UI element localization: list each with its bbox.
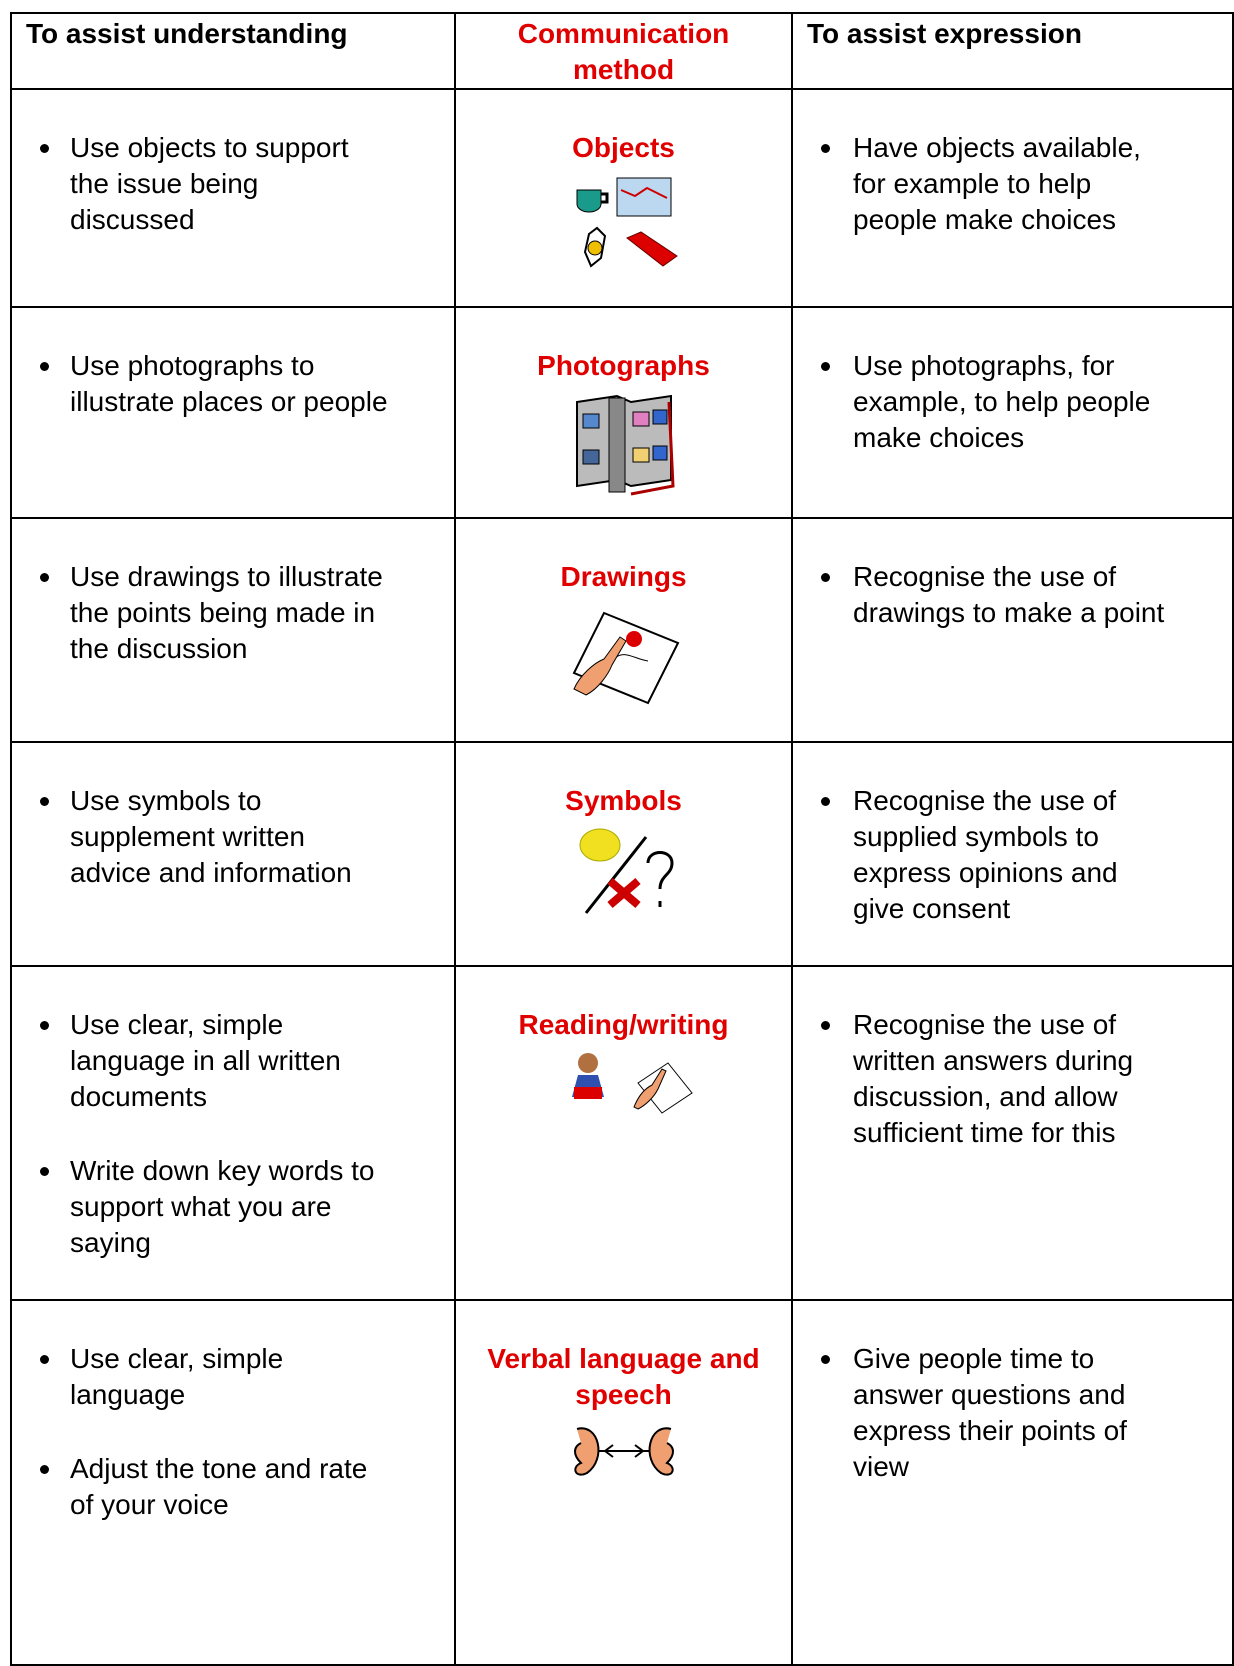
icon-graphic	[579, 828, 674, 914]
method-icon	[456, 823, 791, 923]
icon-graphic	[571, 1053, 693, 1114]
expression-cell: Use photographs, for example, to help pe…	[791, 306, 1234, 519]
bullet-item: Recognise the use of drawings to make a …	[793, 559, 1173, 631]
bullet-item: Recognise the use of written answers dur…	[793, 1007, 1173, 1151]
method-icon	[456, 170, 791, 280]
table-row: Use clear, simple language Adjust the ton…	[10, 1299, 1234, 1666]
method-name: Symbols	[565, 785, 682, 816]
expression-cell: Give people time to answer questions and…	[791, 1299, 1234, 1666]
expression-cell: Recognise the use of supplied symbols to…	[791, 741, 1234, 967]
icon-graphic	[576, 177, 678, 268]
understanding-cell: Use drawings to illustrate the points be…	[10, 517, 456, 743]
bullet-item: Use objects to support the issue being d…	[12, 130, 390, 238]
method-cell: Objects	[454, 88, 793, 308]
method-name: Verbal language and speech	[487, 1343, 760, 1410]
communication-table: To assist understanding Communication me…	[10, 12, 1234, 1666]
table-row: Use drawings to illustrate the points be…	[10, 517, 1234, 743]
method-icon	[456, 1047, 791, 1117]
understanding-cell: Use objects to support the issue being d…	[10, 88, 456, 308]
header-cell: Communication method	[454, 12, 793, 90]
method-cell: Verbal language and speech	[454, 1299, 793, 1666]
method-icon	[456, 1417, 791, 1487]
bullet-item: Use symbols to supplement written advice…	[12, 783, 390, 891]
expression-cell: Have objects available, for example to h…	[791, 88, 1234, 308]
method-name: Photographs	[537, 350, 710, 381]
bullet-item: Use photographs, for example, to help pe…	[793, 348, 1173, 456]
table-body: To assist understanding Communication me…	[10, 12, 1234, 1666]
header-cell: To assist expression	[791, 12, 1234, 90]
method-cell: Reading/writing	[454, 965, 793, 1301]
header-cell: To assist understanding	[10, 12, 456, 90]
bullet-item: Recognise the use of supplied symbols to…	[793, 783, 1173, 927]
table-row: Use symbols to supplement written advice…	[10, 741, 1234, 967]
bullet-item: Give people time to answer questions and…	[793, 1341, 1173, 1485]
method-cell: Drawings	[454, 517, 793, 743]
page: To assist understanding Communication me…	[10, 12, 1234, 1666]
expression-cell: Recognise the use of drawings to make a …	[791, 517, 1234, 743]
method-name: Objects	[572, 132, 675, 163]
method-cell: Symbols	[454, 741, 793, 967]
bullet-item: Write down key words to support what you…	[12, 1153, 390, 1261]
understanding-cell: Use symbols to supplement written advice…	[10, 741, 456, 967]
expression-cell: Recognise the use of written answers dur…	[791, 965, 1234, 1301]
icon-graphic	[573, 1427, 674, 1476]
header-row: To assist understanding Communication me…	[10, 12, 1234, 90]
understanding-cell: Use photographs to illustrate places or …	[10, 306, 456, 519]
bullet-item: Adjust the tone and rate of your voice	[12, 1451, 390, 1523]
table-row: Use photographs to illustrate places or …	[10, 306, 1234, 519]
icon-graphic	[572, 611, 679, 705]
bullet-item: Have objects available, for example to h…	[793, 130, 1173, 238]
bullet-item: Use photographs to illustrate places or …	[12, 348, 390, 420]
table-row: Use objects to support the issue being d…	[10, 88, 1234, 308]
understanding-cell: Use clear, simple language Adjust the ton…	[10, 1299, 456, 1666]
understanding-cell: Use clear, simple language in all writte…	[10, 965, 456, 1301]
bullet-item: Use drawings to illustrate the points be…	[12, 559, 390, 667]
method-icon	[456, 388, 791, 498]
method-name: Reading/writing	[518, 1009, 729, 1040]
table-row: Use clear, simple language in all writte…	[10, 965, 1234, 1301]
icon-graphic	[575, 394, 675, 496]
bullet-item: Use clear, simple language in all writte…	[12, 1007, 390, 1115]
method-icon	[456, 599, 791, 709]
method-name: Drawings	[560, 561, 687, 592]
method-cell: Photographs	[454, 306, 793, 519]
bullet-item: Use clear, simple language	[12, 1341, 390, 1413]
